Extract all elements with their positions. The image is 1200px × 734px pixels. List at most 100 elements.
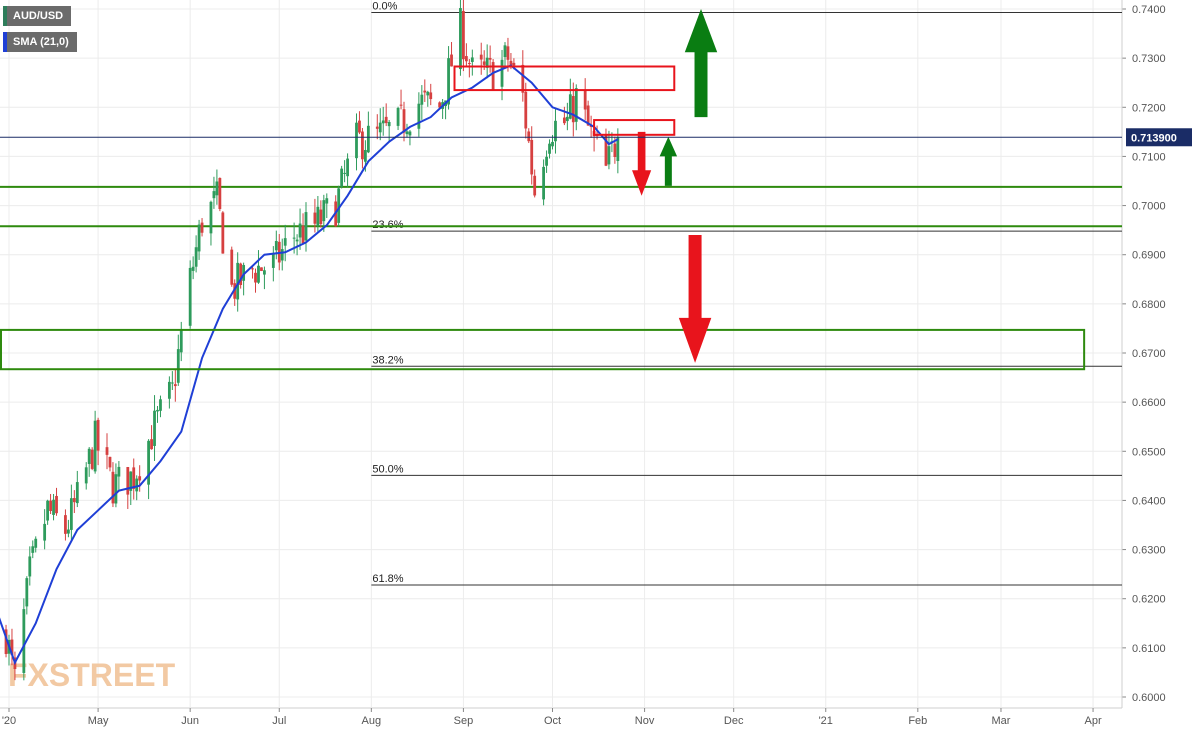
candle-body (188, 267, 192, 326)
candle-body (25, 578, 29, 607)
candle-body (132, 467, 136, 489)
candle-body (551, 141, 554, 147)
candle-body (114, 474, 118, 504)
candle-body (46, 500, 50, 521)
y-tick-label: 0.6700 (1132, 348, 1166, 360)
candle-body (450, 54, 453, 67)
candle-body (96, 419, 100, 451)
x-tick-label: May (88, 715, 109, 727)
candle-body (156, 409, 159, 412)
candle-body (527, 131, 531, 142)
candle-body (236, 262, 240, 300)
zone-rect (453, 65, 676, 92)
candle-body (129, 471, 133, 491)
candle-body (364, 149, 367, 162)
candle-body (574, 88, 578, 122)
candle-body (613, 143, 617, 157)
candle-body (34, 538, 38, 548)
candle-body (387, 121, 391, 127)
candle-body (212, 191, 216, 199)
candle-body (84, 467, 88, 484)
candle-body (319, 209, 323, 224)
grid-lines (0, 0, 1122, 709)
x-tick-label: '20 (2, 715, 16, 727)
candle-body (150, 439, 153, 450)
candle-body (271, 252, 275, 268)
candle-body (366, 125, 370, 153)
candle-body (361, 131, 364, 160)
candle-body (170, 382, 174, 384)
candle-body (230, 249, 234, 285)
candle-body (462, 10, 465, 60)
arrow-up (684, 9, 718, 118)
candle-body (509, 60, 513, 66)
candle-body (67, 529, 70, 534)
y-tick-label: 0.6000 (1132, 692, 1166, 704)
candle-body (254, 272, 257, 283)
candle-body (565, 116, 569, 122)
candle-body (93, 420, 97, 472)
candle-body (90, 449, 94, 469)
x-tick-label: Feb (908, 715, 927, 727)
indicator-legend[interactable]: SMA (21,0) (3, 32, 77, 52)
candle-body (135, 478, 139, 492)
candle-body (69, 498, 73, 530)
candle-body (316, 206, 320, 226)
x-tick-label: Jul (272, 715, 286, 727)
candle-body (378, 122, 382, 133)
candle-body (87, 448, 91, 464)
y-tick-label: 0.6300 (1132, 545, 1166, 557)
candle-body (200, 222, 204, 233)
candle-body (405, 131, 409, 135)
y-tick-label: 0.6900 (1132, 250, 1166, 262)
candle-body (530, 139, 534, 175)
arrows (632, 9, 718, 363)
candle-body (423, 90, 427, 93)
symbol-label: AUD/USD (13, 10, 64, 22)
candle-body (72, 498, 76, 503)
candle-body (358, 120, 361, 133)
y-tick-label: 0.7300 (1132, 53, 1166, 65)
candle-body (295, 239, 299, 242)
candle-body (429, 92, 433, 100)
candle-body (301, 225, 305, 244)
candle-body (298, 223, 302, 238)
candle-body (75, 482, 79, 504)
candle-body (459, 8, 462, 70)
sma-line (0, 64, 619, 666)
candle-body (159, 399, 162, 411)
candle-body (215, 181, 219, 196)
symbol-legend[interactable]: AUD/USD (3, 6, 72, 26)
candle-body (138, 476, 142, 481)
support-lines (0, 185, 1122, 228)
x-axis-labels: '20 May Jun Jul Aug Sep Oct Nov Dec '21 Feb Mar Apr (2, 708, 1102, 727)
y-tick-label: 0.7400 (1132, 4, 1166, 16)
candle-body (55, 495, 58, 514)
candle-body (153, 410, 156, 446)
candle-body (396, 107, 400, 126)
candle-body (533, 175, 537, 196)
candle-body (191, 266, 195, 271)
candle-body (209, 201, 213, 234)
candle-body (257, 265, 260, 283)
candle-body (31, 546, 35, 553)
candle-body (4, 629, 8, 654)
fib-level-label: 38.2% (372, 354, 403, 366)
x-tick-label: '21 (819, 715, 833, 727)
candle-body (49, 500, 52, 512)
x-tick-label: Dec (724, 715, 744, 727)
candle-body (464, 56, 468, 62)
arrow-up (659, 136, 678, 186)
x-tick-label: Apr (1084, 715, 1101, 727)
candle-body (399, 104, 403, 106)
candle-body (500, 59, 504, 87)
candle-body (251, 268, 254, 270)
y-axis-labels: 0.7400 0.7300 0.7200 0.7100 0.7000 0.6900 0.68… (1121, 0, 1166, 708)
candle-body (117, 466, 121, 477)
y-tick-label: 0.6800 (1132, 299, 1166, 311)
candle-body (607, 146, 611, 165)
candle-body (126, 467, 130, 495)
candle-body (52, 499, 55, 515)
candle-body (470, 57, 474, 62)
